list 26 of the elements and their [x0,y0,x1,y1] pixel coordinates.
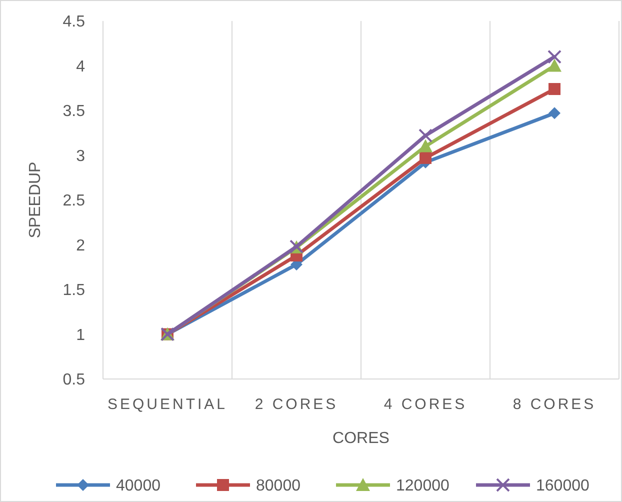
y-tick-label: 3 [76,148,86,165]
x-tick-label: 4 CORES [384,396,468,413]
point [548,83,560,96]
y-tick-label: 2 [76,237,86,254]
y-tick-label: 0.5 [62,372,86,389]
point [418,139,432,152]
legend-label: 120000 [396,478,450,495]
y-tick-label: 3.5 [62,103,86,120]
y-tick-label: 1 [76,326,86,344]
y-tick-label: 1.5 [62,282,86,300]
y-axis-title: SPEEDUP [27,162,44,238]
point [548,107,560,120]
x-tick-label: SEQUENTIAL [107,396,228,413]
x-tick-label: 2 CORES [254,396,338,413]
x-tick-label: 8 CORES [512,396,596,413]
y-tick-label: 4 [76,58,86,76]
y-tick-label: 2.5 [62,192,86,210]
legend-label: 160000 [536,478,590,495]
point [418,128,432,143]
point [548,58,562,72]
legend-label: 40000 [116,478,161,495]
y-tick-label: 4.5 [62,14,86,31]
point [548,50,562,64]
legend-label: 80000 [256,478,301,495]
point [420,152,432,164]
x-axis-title: CORES [332,430,390,447]
